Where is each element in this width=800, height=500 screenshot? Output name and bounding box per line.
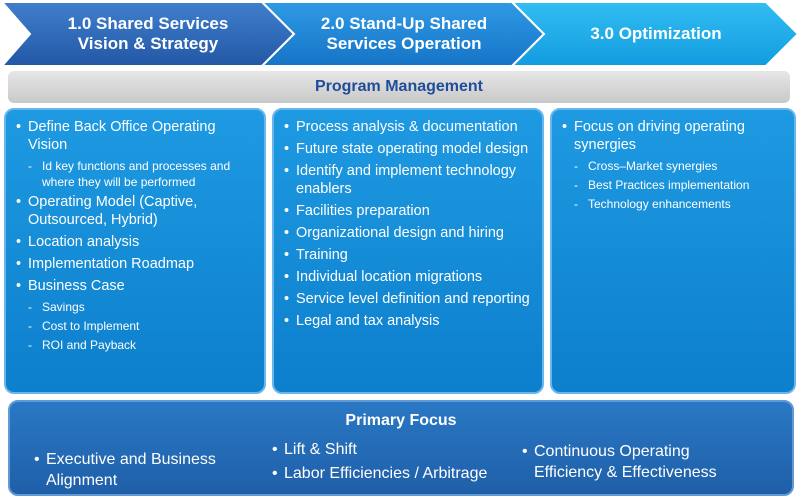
bullet-label: Future state operating model design: [296, 141, 529, 157]
bullet-label: Implementation Roadmap: [28, 256, 195, 272]
sub-bullet-label: Id key functions and processes and where…: [42, 159, 231, 189]
bullet-icon: •: [284, 247, 290, 263]
bullet-item: • Individual location migrations: [284, 268, 536, 286]
program-management-bar: Program Management: [8, 71, 790, 103]
chevron-shapes: [0, 1, 800, 67]
bullet-label: Identify and implement technology enable…: [296, 163, 517, 197]
bullet-icon: •: [284, 225, 290, 241]
bullet-label: Training: [296, 247, 348, 263]
chevron-phase-3: [509, 1, 800, 67]
program-management-label: Program Management: [314, 78, 484, 95]
sub-bullet-label: Best Practices implementation: [588, 178, 750, 192]
dash-icon: -: [28, 300, 32, 314]
dash-icon: -: [28, 319, 32, 333]
bullet-item: • Facilities preparation: [284, 202, 536, 220]
phase-3-box: • Focus on driving operating synergies - Cr…: [550, 108, 796, 394]
phase-2-box: • Process analysis & documentation • Future…: [272, 108, 544, 394]
bullet-icon: •: [284, 203, 290, 219]
bullet-label: Legal and tax analysis: [296, 313, 440, 329]
sub-bullet-item: - Technology enhancements: [562, 196, 788, 212]
bullet-item: • Operating Model (Captive, Outsourced, H…: [16, 193, 258, 229]
bullet-icon: •: [522, 443, 528, 460]
bullet-item: • Identify and implement technology enabl…: [284, 162, 536, 198]
bullet-item: • Future state operating model design: [284, 140, 536, 158]
phase-chevrons: 1.0 Shared Services Vision & Strategy 2.…: [0, 0, 800, 68]
phase-3-list: • Focus on driving operating synergies - Cr…: [562, 118, 788, 212]
bullet-icon: •: [284, 119, 290, 135]
bullet-icon: •: [16, 234, 22, 250]
bullet-label: Facilities preparation: [296, 203, 430, 219]
bullet-label: Location analysis: [28, 234, 140, 250]
bullet-label: Operating Model (Captive, Outsourced, Hy…: [28, 194, 198, 228]
bullet-icon: •: [284, 163, 290, 179]
primary-focus-box: Primary Focus • Executive and Business A…: [8, 400, 794, 496]
bullet-icon: •: [284, 141, 290, 157]
bullet-icon: •: [16, 194, 22, 210]
primary-focus-title: Primary Focus: [345, 412, 457, 429]
dash-icon: -: [28, 338, 32, 352]
bullet-icon: •: [284, 269, 290, 285]
focus-item-label: Executive and Business Alignment: [46, 451, 216, 489]
sub-bullet-label: Cost to Implement: [42, 319, 140, 333]
sub-bullet-item: - Cross–Market synergies: [562, 158, 788, 174]
bullet-icon: •: [34, 451, 40, 468]
sub-bullet-item: - Id key functions and processes and wher…: [16, 158, 258, 190]
phase-2-list: • Process analysis & documentation • Future…: [284, 118, 536, 330]
bullet-item: • Service level definition and reporting: [284, 290, 536, 308]
bullet-icon: •: [16, 256, 22, 272]
bullet-item: • Define Back Office Operating Vision: [16, 118, 258, 154]
focus-item: • Labor Efficiencies / Arbitrage: [272, 463, 522, 484]
bullet-label: Define Back Office Operating Vision: [28, 119, 216, 153]
bullet-item: • Focus on driving operating synergies: [562, 118, 788, 154]
sub-bullet-label: Savings: [42, 300, 85, 314]
sub-bullet-item: - Cost to Implement: [16, 318, 258, 334]
sub-bullet-item: - Best Practices implementation: [562, 177, 788, 193]
sub-bullet-label: ROI and Payback: [42, 338, 137, 352]
dash-icon: -: [574, 197, 578, 211]
sub-bullet-label: Cross–Market synergies: [588, 159, 718, 173]
phase-1-box: • Define Back Office Operating Vision - Id …: [4, 108, 266, 394]
bullet-label: Business Case: [28, 278, 125, 294]
bullet-icon: •: [16, 278, 22, 294]
bullet-label: Individual location migrations: [296, 269, 483, 285]
bullet-item: • Location analysis: [16, 233, 258, 251]
bullet-label: Service level definition and reporting: [296, 291, 530, 307]
focus-item-label: Continuous Operating Efficiency & Effect…: [534, 443, 717, 481]
focus-item: • Lift & Shift: [272, 439, 522, 460]
bullet-icon: •: [562, 119, 568, 135]
bullet-icon: •: [272, 465, 278, 482]
bullet-label: Focus on driving operating synergies: [574, 119, 745, 153]
bullet-item: • Legal and tax analysis: [284, 312, 536, 330]
bullet-icon: •: [272, 441, 278, 458]
phase-2-title: 2.0 Stand-Up Shared Services Operation: [320, 14, 488, 53]
bullet-item: • Training: [284, 246, 536, 264]
sub-bullet-item: - Savings: [16, 299, 258, 315]
bullet-item: • Process analysis & documentation: [284, 118, 536, 136]
focus-item-label: Lift & Shift: [284, 441, 357, 458]
focus-item: • Executive and Business Alignment: [34, 449, 254, 491]
sub-bullet-item: - ROI and Payback: [16, 337, 258, 353]
sub-bullet-label: Technology enhancements: [588, 197, 731, 211]
dash-icon: -: [574, 159, 578, 173]
bullet-icon: •: [284, 291, 290, 307]
dash-icon: -: [574, 178, 578, 192]
focus-item: • Continuous Operating Efficiency & Effe…: [522, 441, 762, 483]
bullet-item: • Organizational design and hiring: [284, 224, 536, 242]
bullet-item: • Business Case: [16, 277, 258, 295]
bullet-label: Process analysis & documentation: [296, 119, 518, 135]
bullet-icon: •: [16, 119, 22, 135]
bullet-item: • Implementation Roadmap: [16, 255, 258, 273]
phase-1-list: • Define Back Office Operating Vision - Id …: [16, 118, 258, 353]
bullet-label: Organizational design and hiring: [296, 225, 504, 241]
phase-3-title: 3.0 Optimization: [590, 24, 722, 43]
dash-icon: -: [28, 159, 32, 173]
bullet-icon: •: [284, 313, 290, 329]
focus-item-label: Labor Efficiencies / Arbitrage: [284, 465, 488, 482]
phase-1-title: 1.0 Shared Services Vision & Strategy: [67, 14, 229, 53]
